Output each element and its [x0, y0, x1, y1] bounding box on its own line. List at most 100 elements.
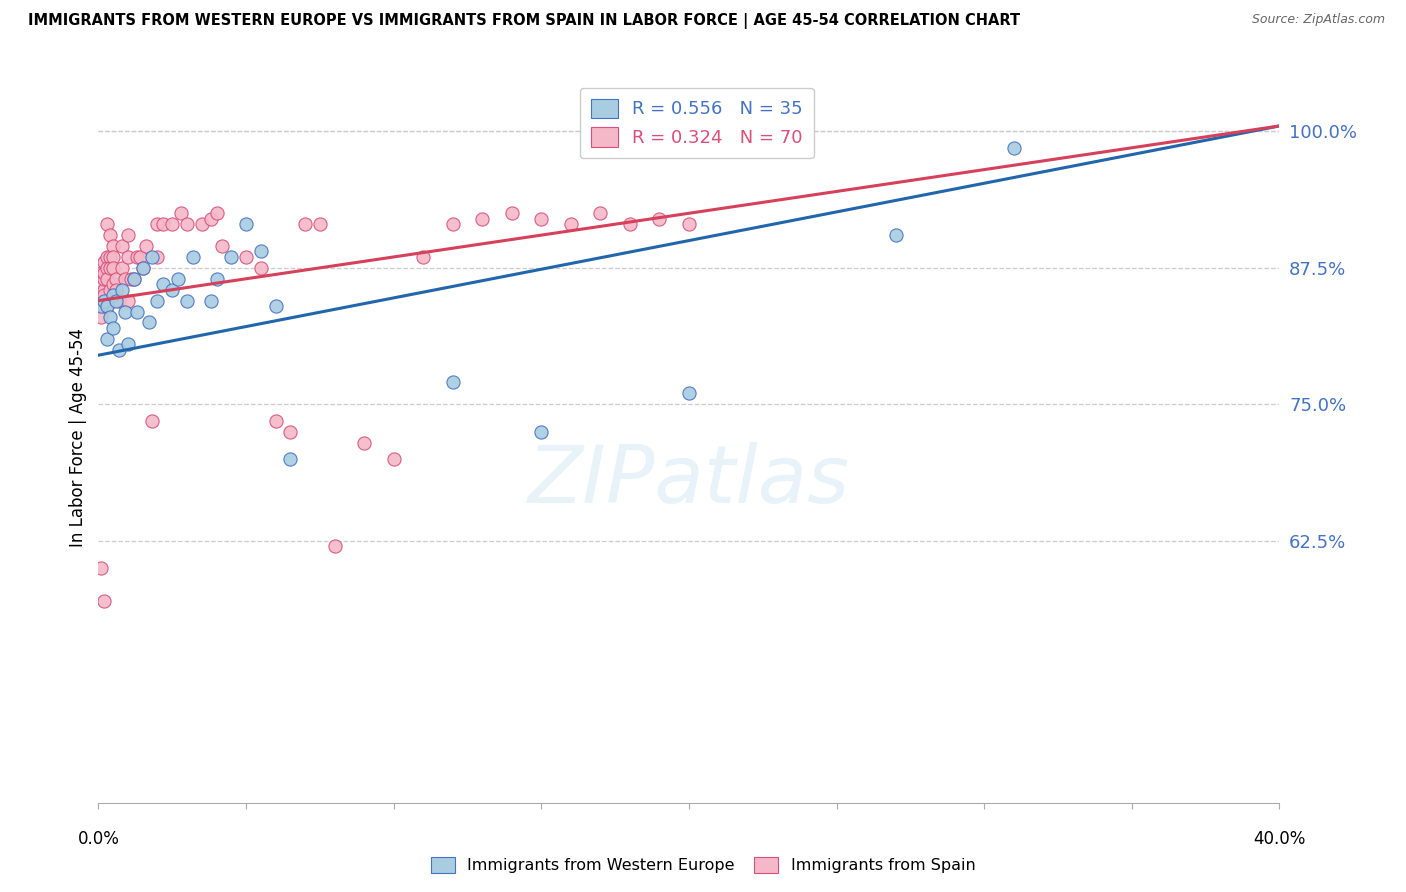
Point [152, 277, 174, 292]
Point [93, 594, 115, 608]
Legend: Immigrants from Western Europe, Immigrants from Spain: Immigrants from Western Europe, Immigran… [425, 850, 981, 880]
Point [884, 228, 907, 243]
Point [103, 321, 125, 335]
Point [353, 435, 375, 450]
Point [382, 451, 405, 466]
Point [146, 217, 169, 231]
Point [105, 272, 128, 286]
Point [93, 299, 115, 313]
Point [235, 250, 257, 264]
Point [103, 277, 125, 292]
Point [122, 272, 145, 286]
Point [105, 293, 128, 308]
Point [111, 283, 134, 297]
Point [117, 250, 139, 264]
Point [141, 250, 163, 264]
Point [96, 217, 118, 231]
Point [96, 299, 118, 313]
Point [108, 293, 131, 308]
Point [128, 250, 150, 264]
Point [471, 211, 494, 226]
Point [264, 414, 287, 428]
Point [90, 277, 112, 292]
Point [114, 272, 136, 286]
Point [211, 239, 233, 253]
Point [108, 343, 131, 357]
Point [103, 288, 125, 302]
Point [96, 332, 118, 346]
Point [90, 299, 112, 313]
Point [98, 310, 121, 324]
Point [117, 337, 139, 351]
Point [98, 260, 121, 275]
Point [250, 260, 273, 275]
Point [278, 451, 302, 466]
Point [138, 315, 160, 329]
Point [93, 288, 115, 302]
Point [122, 272, 145, 286]
Point [200, 293, 222, 308]
Point [111, 260, 134, 275]
Point [103, 250, 125, 264]
Point [181, 250, 204, 264]
Y-axis label: In Labor Force | Age 45-54: In Labor Force | Age 45-54 [69, 327, 87, 547]
Point [93, 283, 115, 297]
Point [90, 561, 112, 575]
Point [90, 299, 112, 313]
Point [309, 217, 332, 231]
Point [146, 250, 169, 264]
Point [162, 217, 183, 231]
Point [96, 260, 118, 275]
Point [323, 539, 346, 553]
Point [117, 293, 139, 308]
Point [678, 217, 700, 231]
Point [98, 228, 121, 243]
Point [125, 304, 148, 318]
Point [93, 293, 115, 308]
Point [93, 266, 115, 280]
Point [162, 283, 183, 297]
Point [90, 266, 112, 280]
Point [96, 272, 118, 286]
Point [219, 250, 242, 264]
Point [135, 239, 157, 253]
Point [250, 244, 273, 259]
Point [176, 217, 198, 231]
Text: ZIPatlas: ZIPatlas [527, 442, 851, 520]
Point [501, 206, 523, 220]
Point [146, 293, 169, 308]
Text: Source: ZipAtlas.com: Source: ZipAtlas.com [1251, 13, 1385, 27]
Point [200, 211, 222, 226]
Point [412, 250, 434, 264]
Point [441, 217, 464, 231]
Point [235, 217, 257, 231]
Point [176, 293, 198, 308]
Point [530, 425, 553, 439]
Point [98, 283, 121, 297]
Point [90, 310, 112, 324]
Point [96, 299, 118, 313]
Point [125, 250, 148, 264]
Point [132, 260, 155, 275]
Point [619, 217, 641, 231]
Point [191, 217, 214, 231]
Point [560, 217, 582, 231]
Point [648, 211, 671, 226]
Point [152, 217, 174, 231]
Point [105, 283, 128, 297]
Point [103, 239, 125, 253]
Point [93, 272, 115, 286]
Point [441, 376, 464, 390]
Point [205, 272, 228, 286]
Point [530, 211, 553, 226]
Point [132, 260, 155, 275]
Point [205, 206, 228, 220]
Point [111, 239, 134, 253]
Point [120, 272, 142, 286]
Point [93, 255, 115, 269]
Point [103, 260, 125, 275]
Point [1002, 141, 1025, 155]
Point [98, 250, 121, 264]
Point [678, 386, 700, 401]
Point [170, 206, 193, 220]
